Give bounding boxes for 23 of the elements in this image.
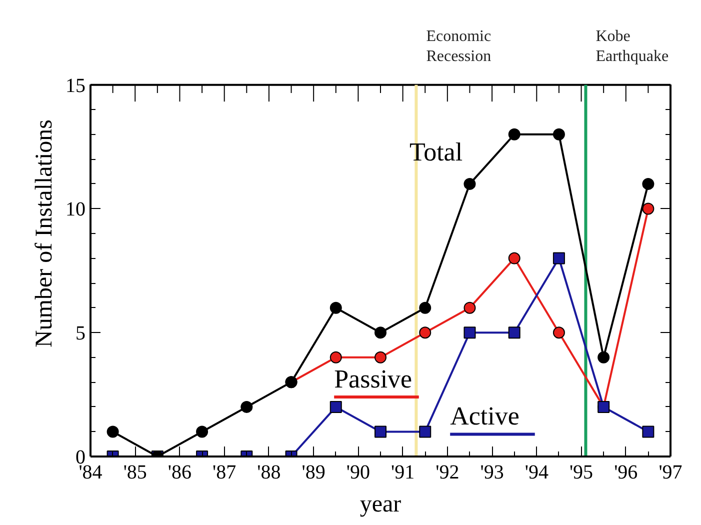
y-tick-label: 15 — [66, 74, 86, 97]
x-tick-label: '91 — [391, 462, 415, 484]
series-label: Passive — [334, 364, 412, 394]
x-tick-label: '87 — [212, 462, 236, 484]
y-axis-title: Number of Installations — [32, 120, 58, 348]
x-tick-label: '85 — [123, 462, 147, 484]
x-tick-label: '86 — [168, 462, 192, 484]
series-label: Active — [450, 401, 520, 430]
series-label: Total — [410, 138, 463, 167]
x-tick-label: '88 — [257, 462, 281, 484]
y-tick-label: 10 — [66, 198, 86, 221]
x-tick-label: '96 — [614, 462, 638, 484]
y-tick-label: 5 — [76, 322, 86, 345]
x-axis-title: year — [360, 492, 402, 518]
x-tick-label: '95 — [569, 462, 594, 484]
x-tick-label: '90 — [346, 462, 370, 484]
x-tick-label: '89 — [302, 462, 326, 484]
x-tick-label: '97 — [658, 462, 682, 484]
x-tick-label: '93 — [480, 462, 504, 484]
x-tick-label: '94 — [524, 462, 548, 484]
x-tick-label: '92 — [436, 462, 460, 484]
ref-line-label: Economic Recession — [426, 28, 492, 65]
ref-line-label: Kobe Earthquake — [596, 28, 669, 65]
